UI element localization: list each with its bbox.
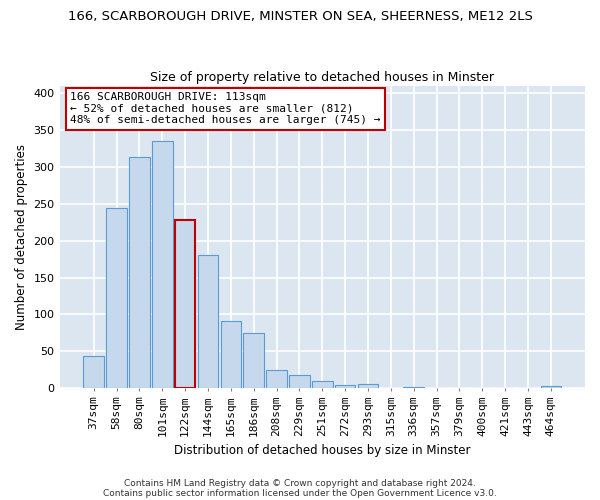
Bar (83, 356, 104, 388)
Bar (266, 370, 287, 388)
Bar (312, 380, 332, 388)
Y-axis label: Number of detached properties: Number of detached properties (15, 144, 28, 330)
Bar (221, 321, 241, 388)
Bar (198, 256, 218, 388)
Bar (129, 158, 150, 388)
Text: Contains public sector information licensed under the Open Government Licence v3: Contains public sector information licen… (103, 488, 497, 498)
Bar (244, 333, 264, 388)
Text: Contains HM Land Registry data © Crown copyright and database right 2024.: Contains HM Land Registry data © Crown c… (124, 478, 476, 488)
Bar (106, 208, 127, 388)
X-axis label: Distribution of detached houses by size in Minster: Distribution of detached houses by size … (174, 444, 470, 458)
Bar (152, 142, 173, 388)
Bar (289, 375, 310, 388)
Bar (175, 220, 196, 388)
Bar (358, 384, 378, 388)
Bar (335, 385, 355, 388)
Bar (541, 386, 561, 388)
Title: Size of property relative to detached houses in Minster: Size of property relative to detached ho… (150, 70, 494, 84)
Text: 166, SCARBOROUGH DRIVE, MINSTER ON SEA, SHEERNESS, ME12 2LS: 166, SCARBOROUGH DRIVE, MINSTER ON SEA, … (68, 10, 532, 23)
Text: 166 SCARBOROUGH DRIVE: 113sqm
← 52% of detached houses are smaller (812)
48% of : 166 SCARBOROUGH DRIVE: 113sqm ← 52% of d… (70, 92, 380, 126)
